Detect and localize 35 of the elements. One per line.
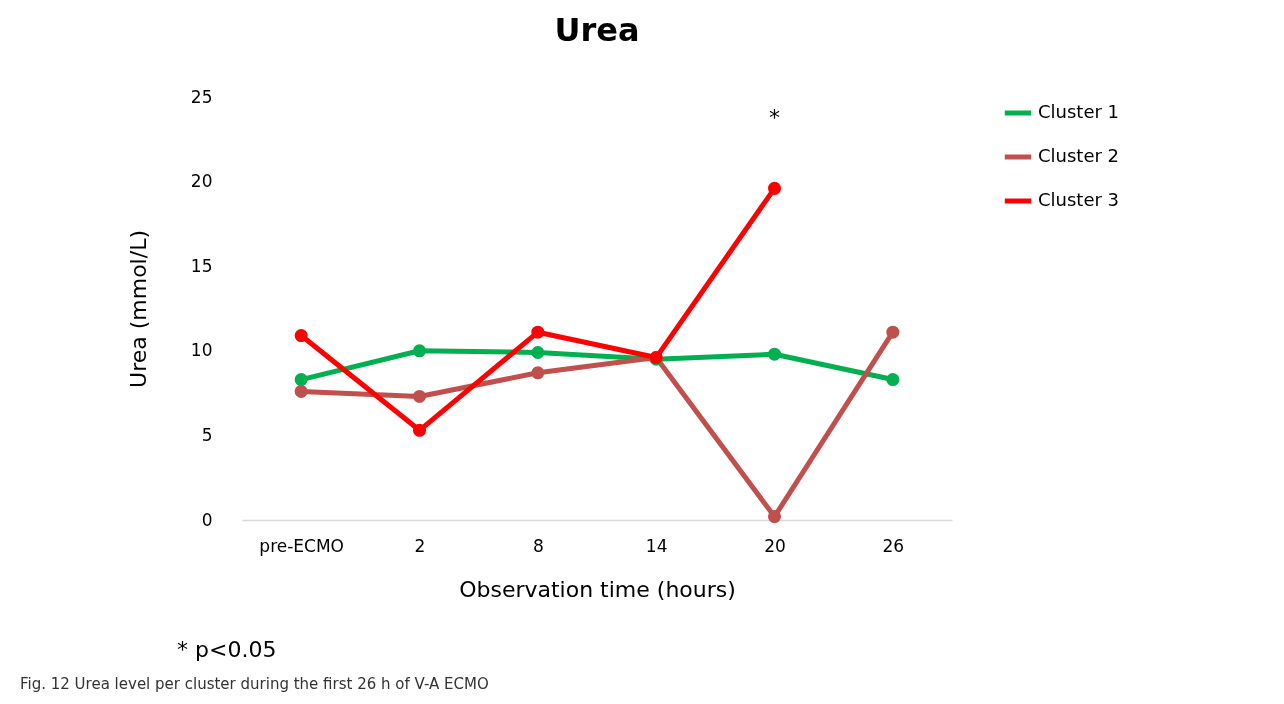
y-tick-label: 25: [190, 86, 213, 107]
point: [412, 423, 427, 437]
point: [412, 389, 427, 403]
point: [294, 329, 308, 343]
annotation: *: [769, 105, 780, 131]
point: [294, 384, 308, 398]
point: [294, 373, 308, 387]
y-tick-label: 15: [190, 255, 213, 276]
point: [531, 366, 545, 380]
point: [531, 345, 545, 359]
y-tick-label: 5: [201, 424, 213, 445]
y-tick-label: 20: [190, 171, 213, 192]
x-tick-label: 8: [532, 535, 544, 556]
x-tick-label: 14: [645, 535, 668, 556]
x-axis-title: Observation time (hours): [459, 576, 736, 602]
point: [767, 181, 782, 195]
point: [767, 347, 782, 361]
legend-label: Cluster 1: [1038, 101, 1120, 122]
x-tick-label: pre-ECMO: [259, 535, 344, 556]
y-axis-title: Urea (mmol/L): [125, 230, 151, 388]
legend-label: Cluster 3: [1038, 189, 1120, 210]
x-tick-label: 2: [414, 535, 426, 556]
point: [412, 344, 427, 358]
text: * p<0.05: [177, 637, 277, 662]
point: [886, 325, 900, 339]
point: [531, 325, 545, 339]
point: [886, 373, 900, 387]
x-tick-label: 20: [764, 535, 786, 556]
x-tick-label: 26: [882, 535, 905, 556]
chart-title: Urea: [554, 11, 640, 49]
point: [767, 510, 782, 524]
caption: Fig. 12 Urea level per cluster during the first 26 h of V-A ECMO: [20, 675, 489, 693]
y-tick-label: 10: [190, 340, 213, 361]
y-tick-label: 0: [201, 509, 213, 530]
legend-label: Cluster 2: [1038, 145, 1120, 166]
